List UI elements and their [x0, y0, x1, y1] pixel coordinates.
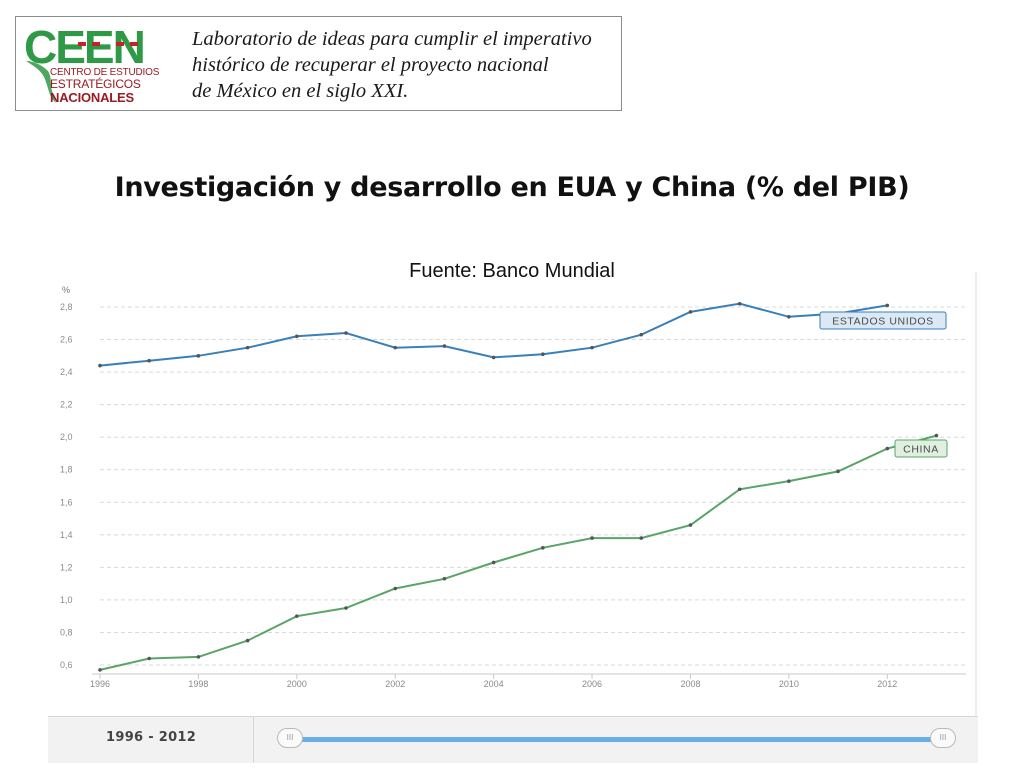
source-caption: Fuente: Banco Mundial [409, 260, 615, 282]
y-tick-label: 1,8 [60, 465, 73, 475]
data-point-china [393, 586, 398, 591]
tagline-line2: histórico de recuperar el proyecto nacio… [192, 54, 549, 76]
data-point-china [98, 668, 102, 672]
data-point-estados-unidos [442, 344, 447, 348]
x-tick-label: 2008 [680, 679, 700, 689]
tagline-line3: de México en el siglo XXI. [192, 80, 409, 102]
logo-subtitle-line2: ESTRATÉGICOS [50, 77, 141, 91]
data-point-china [590, 536, 594, 540]
y-tick-label: 2,4 [60, 367, 73, 377]
series-tag-text-estados-unidos: ESTADOS UNIDOS [832, 316, 934, 328]
y-tick-label: 0,8 [60, 627, 73, 637]
y-tick-label: 0,6 [60, 660, 73, 670]
data-point-estados-unidos [491, 355, 496, 360]
data-point-china [787, 479, 791, 483]
x-tick-label: 1998 [188, 679, 208, 689]
y-tick-label: 1,0 [60, 595, 73, 605]
data-point-estados-unidos [885, 303, 890, 308]
slider-handle-start[interactable]: III [277, 728, 303, 748]
y-tick-label: 2,2 [60, 400, 73, 410]
data-point-china [885, 446, 890, 451]
series-tag-text-china: CHINA [903, 444, 939, 456]
data-point-china [688, 523, 693, 527]
series-tag-china: CHINA [894, 439, 948, 458]
y-tick-label: 2,0 [60, 432, 73, 442]
slider-handle-end[interactable]: III [930, 728, 956, 748]
data-point-china [147, 656, 152, 661]
data-point-china [836, 469, 840, 474]
slider-track[interactable] [288, 737, 942, 742]
series-tag-estados-unidos: ESTADOS UNIDOS [819, 311, 947, 330]
data-point-estados-unidos [196, 354, 201, 358]
data-point-estados-unidos [98, 363, 102, 368]
data-point-estados-unidos [295, 334, 299, 339]
data-point-estados-unidos [245, 345, 250, 350]
x-tick-label: 2006 [582, 679, 602, 689]
data-point-china [491, 560, 496, 565]
slider-divider [253, 717, 254, 763]
x-tick-label: 2004 [484, 679, 504, 689]
data-point-china [934, 433, 939, 438]
tagline-line1: Laboratorio de ideas para cumplir el imp… [192, 28, 592, 50]
mexico-map-shape [26, 61, 56, 103]
logo-acronym: CEEN [24, 21, 144, 73]
data-point-china [442, 576, 447, 581]
chart-container: % 0,6 0,8 1,0 1,2 1,4 1,6 1,8 2,0 2,2 2,4 2,6 2,8 199… [48, 272, 978, 762]
y-tick-label: 1,4 [60, 530, 73, 540]
data-point-china [245, 638, 250, 643]
data-point-estados-unidos [541, 352, 545, 356]
series-line-china [99, 434, 937, 671]
y-tick-label: 1,6 [60, 497, 73, 507]
data-point-estados-unidos [393, 345, 398, 350]
data-point-china [541, 546, 545, 550]
x-tick-label: 2012 [877, 679, 897, 689]
data-point-estados-unidos [590, 345, 594, 350]
y-axis-label: % [62, 285, 70, 295]
data-point-estados-unidos [688, 310, 693, 314]
range-label: 1996 - 2012 [106, 730, 197, 745]
data-point-china [344, 606, 348, 610]
slide-title: Investigación y desarrollo en EUA y Chin… [114, 172, 910, 203]
line-chart: % 0,6 0,8 1,0 1,2 1,4 1,6 1,8 2,0 2,2 2,4 2,6 2,8 199… [60, 272, 977, 716]
data-point-estados-unidos [147, 358, 152, 363]
range-slider-bar: 1996 - 2012 III III [48, 716, 978, 763]
red-dash-1 [78, 42, 86, 46]
data-point-china [295, 614, 299, 618]
data-point-estados-unidos [787, 314, 791, 319]
series-tag-box-estados-unidos [819, 311, 947, 330]
red-dash-4 [130, 42, 138, 46]
x-tick-label: 2000 [287, 679, 307, 689]
x-tick-label: 2010 [779, 679, 799, 689]
x-tick-label: 2002 [385, 679, 405, 689]
x-tick-label: 1996 [90, 679, 110, 689]
y-tick-label: 1,2 [60, 562, 73, 572]
red-dash-2 [92, 42, 100, 46]
y-tick-label: 2,6 [60, 335, 73, 345]
logo-subtitle-line3: NACIONALES [50, 90, 134, 105]
logo-banner: CEEN CENTRO DE ESTUDIOS ESTRATÉGICOS NAC… [15, 16, 622, 111]
data-point-china [196, 655, 201, 659]
data-point-estados-unidos [639, 332, 644, 337]
data-point-estados-unidos [737, 301, 742, 306]
red-dash-3 [116, 42, 124, 46]
logo-subtitle-line1: CENTRO DE ESTUDIOS [50, 67, 160, 78]
data-point-estados-unidos [344, 331, 348, 335]
series-tag-box-china [894, 439, 948, 458]
ceen-logo-mark: CEEN [24, 21, 146, 103]
logo-tagline: Laboratorio de ideas para cumplir el imp… [192, 26, 592, 104]
data-point-china [639, 536, 644, 540]
data-point-china [737, 487, 742, 492]
y-tick-label: 2,8 [60, 302, 73, 312]
